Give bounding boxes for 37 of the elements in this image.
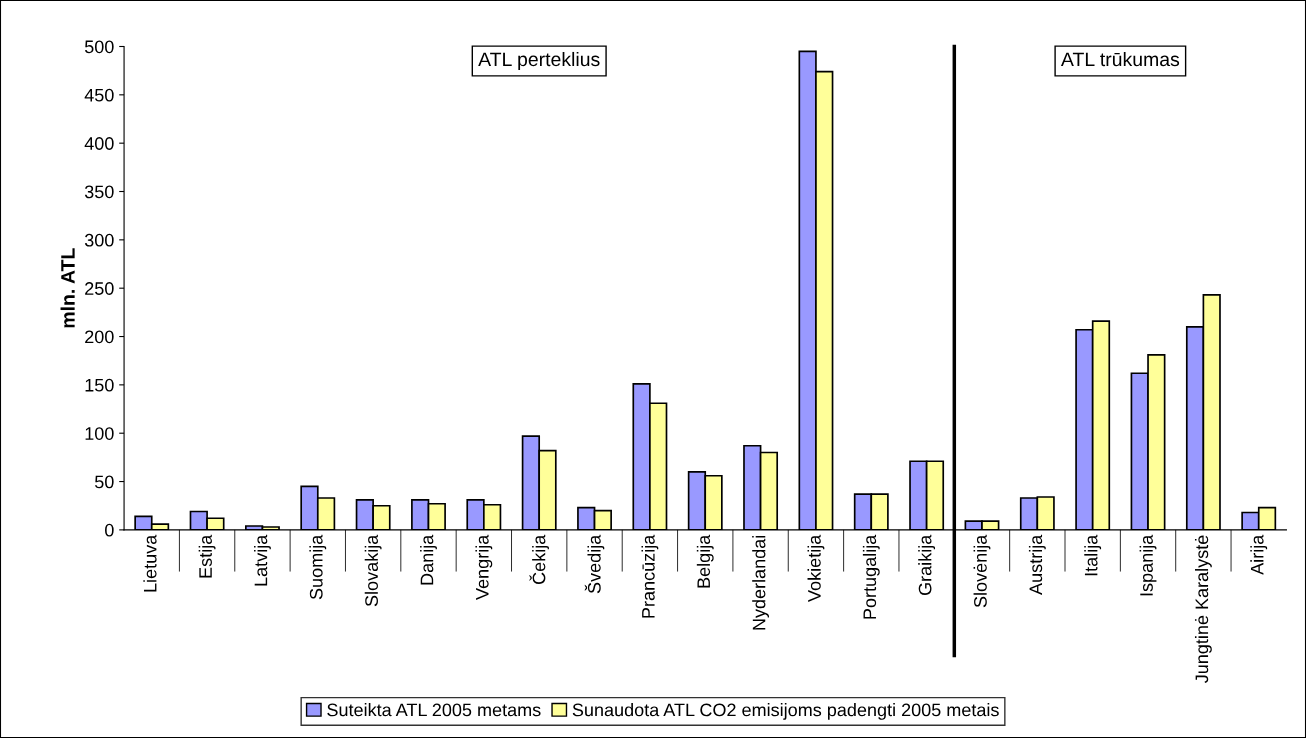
y-tick-label: 0 <box>105 523 114 537</box>
x-tick-label: Graikija <box>918 534 936 596</box>
x-tick-label: Estija <box>198 534 216 578</box>
x-tick-label: Prancūzija <box>641 534 659 618</box>
x-tick-label: Suomija <box>309 534 327 600</box>
y-tick-label: 50 <box>94 475 114 489</box>
legend-label: Suteikta ATL 2005 metams <box>327 703 541 717</box>
y-tick-label: 400 <box>84 137 114 150</box>
annotation: ATL perteklius <box>478 51 600 71</box>
y-tick-label: 450 <box>84 88 114 102</box>
x-tick-label: Nyderlandai <box>752 535 770 630</box>
annotation: ATL trūkumas <box>1060 51 1180 67</box>
legend-label: Sunaudota ATL CO2 emisijoms padengti 2005 metais <box>572 703 999 720</box>
x-tick-label: Vengrija <box>475 534 493 600</box>
x-tick-label: Airija <box>1250 534 1268 575</box>
x-tick-label: Slovakija <box>364 534 382 607</box>
y-tick-label: 250 <box>85 282 114 295</box>
y-tick-label: 150 <box>85 378 114 392</box>
x-tick-label: Vokietija <box>807 534 825 602</box>
x-tick-label: Ispanija <box>1139 534 1157 596</box>
y-tick-label: 200 <box>85 330 114 344</box>
x-tick-label: Portugalija <box>862 534 880 619</box>
x-tick-label: Švedija <box>584 534 605 594</box>
x-tick-label: Austrija <box>1028 534 1046 595</box>
x-tick-label: Jungtinė Karalystė <box>1194 535 1212 683</box>
x-tick-label: Italija <box>1084 534 1102 576</box>
x-tick-label: Slovėnija <box>973 534 991 608</box>
x-tick-label: Latvija <box>254 534 271 586</box>
y-tick-label: 350 <box>84 185 114 199</box>
y-tick-label: 500 <box>84 40 114 54</box>
y-tick-label: 300 <box>84 233 114 247</box>
x-tick-label: Čekija <box>529 534 549 584</box>
x-tick-label: Danija <box>420 534 437 585</box>
y-axis-title: mln. ATL <box>60 248 75 328</box>
x-tick-label: Lietuva <box>143 534 157 592</box>
x-tick-label: Belgija <box>696 534 714 588</box>
y-tick-label: 100 <box>85 427 114 440</box>
